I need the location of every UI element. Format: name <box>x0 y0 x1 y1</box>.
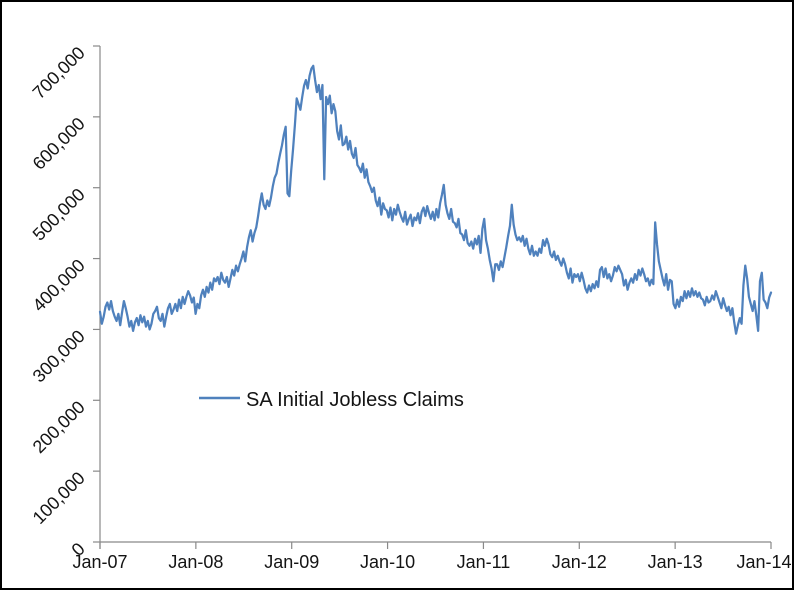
x-axis-tick-label: Jan-11 <box>457 552 511 572</box>
y-axis-tick-label: 300,000 <box>29 326 89 386</box>
series-line <box>98 64 773 335</box>
y-axis-tick-label: 500,000 <box>29 184 89 244</box>
x-axis: Jan-07 Jan-08 Jan-09 Jan-10 Jan-11 Jan-12 Jan-… <box>72 541 792 572</box>
y-axis-tick-label: 700,000 <box>29 43 89 103</box>
y-axis: 0100,000200,000300,000400,000500,000600,… <box>29 43 101 560</box>
x-axis-tick-label: Jan-09 <box>264 552 319 572</box>
x-axis-tick-label: Jan-08 <box>168 552 223 572</box>
y-axis-tick-label: 100,000 <box>29 468 89 528</box>
x-axis-tick-label: Jan-13 <box>648 552 703 572</box>
x-axis-tick-label: Jan-10 <box>360 552 415 572</box>
y-axis-tick-label: 200,000 <box>29 397 89 457</box>
y-axis-tick-label: 400,000 <box>29 255 89 315</box>
x-axis-tick-label: Jan-12 <box>552 552 607 572</box>
x-axis-tick-label: Jan-07 <box>72 552 127 572</box>
y-axis-tick-label: 600,000 <box>29 114 89 174</box>
legend-label: SA Initial Jobless Claims <box>246 389 464 411</box>
legend: SA Initial Jobless Claims <box>199 389 464 411</box>
x-axis-tick-label: Jan-14 <box>736 552 791 572</box>
